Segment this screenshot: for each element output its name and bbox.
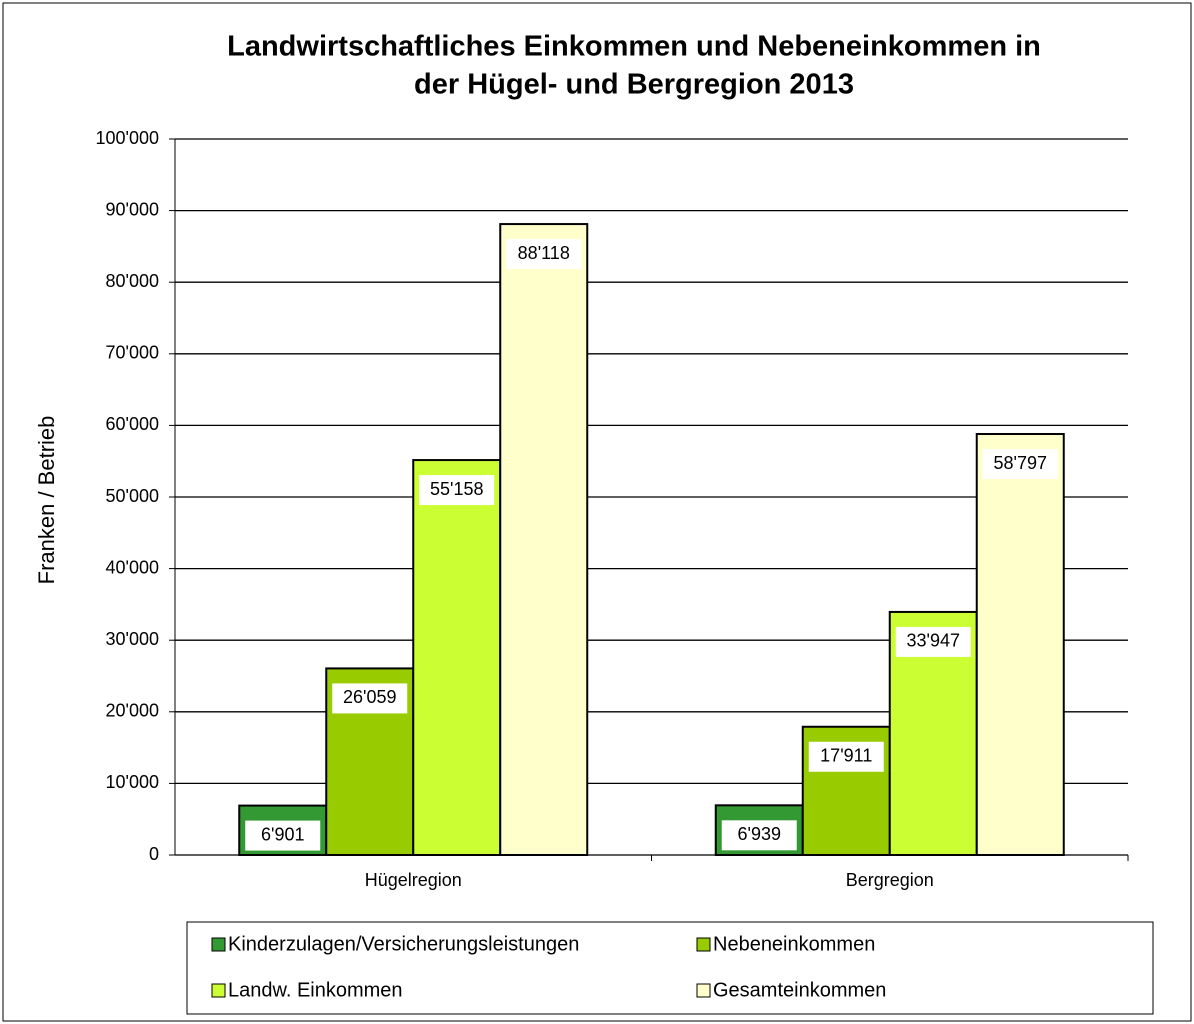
- legend-label: Landw. Einkommen: [228, 979, 403, 1001]
- y-tick-label: 50'000: [106, 486, 160, 506]
- y-tick-label: 10'000: [106, 772, 160, 792]
- legend-swatch: [696, 983, 711, 998]
- chart-title: der Hügel- und Bergregion 2013: [414, 69, 854, 101]
- value-label: 55'158: [430, 479, 484, 499]
- bar: [499, 223, 589, 856]
- legend-swatch: [211, 937, 226, 952]
- value-label-box: [419, 475, 495, 506]
- value-label: 33'947: [907, 631, 961, 651]
- value-label-box: [895, 626, 971, 657]
- value-label-box: [808, 741, 884, 772]
- value-label-box: [332, 683, 408, 714]
- value-label-box: [982, 449, 1058, 480]
- bar: [975, 433, 1065, 856]
- y-axis-label: Franken / Betrieb: [34, 416, 59, 585]
- x-tick-label: Hügelregion: [365, 870, 462, 890]
- value-label: 88'118: [518, 243, 570, 263]
- value-label-box: [721, 820, 797, 851]
- chart-title: Landwirtschaftliches Einkommen und Neben…: [227, 31, 1041, 63]
- y-tick-label: 40'000: [106, 557, 160, 577]
- legend-label: Kinderzulagen/Versicherungsleistungen: [228, 933, 579, 955]
- legend-label: Nebeneinkommen: [713, 933, 875, 955]
- y-tick-label: 90'000: [106, 199, 160, 219]
- value-label-box: [245, 820, 321, 851]
- y-tick-label: 60'000: [106, 414, 160, 434]
- y-tick-label: 20'000: [106, 701, 160, 721]
- legend-label: Gesamteinkommen: [713, 979, 886, 1001]
- value-label: 17'911: [820, 746, 872, 766]
- y-tick-label: 30'000: [106, 629, 160, 649]
- y-tick-label: 0: [149, 844, 159, 864]
- y-tick-label: 70'000: [106, 343, 160, 363]
- value-label: 6'939: [738, 824, 781, 844]
- value-label: 58'797: [994, 453, 1048, 473]
- bar: [412, 459, 502, 856]
- y-tick-label: 80'000: [106, 271, 160, 291]
- legend-swatch: [696, 937, 711, 952]
- x-tick-label: Bergregion: [846, 870, 934, 890]
- value-label-box: [506, 239, 582, 270]
- value-label: 6'901: [261, 824, 304, 844]
- legend: [186, 921, 1154, 1015]
- y-tick-label: 100'000: [95, 128, 159, 148]
- legend-swatch: [211, 983, 226, 998]
- value-label: 26'059: [343, 687, 397, 707]
